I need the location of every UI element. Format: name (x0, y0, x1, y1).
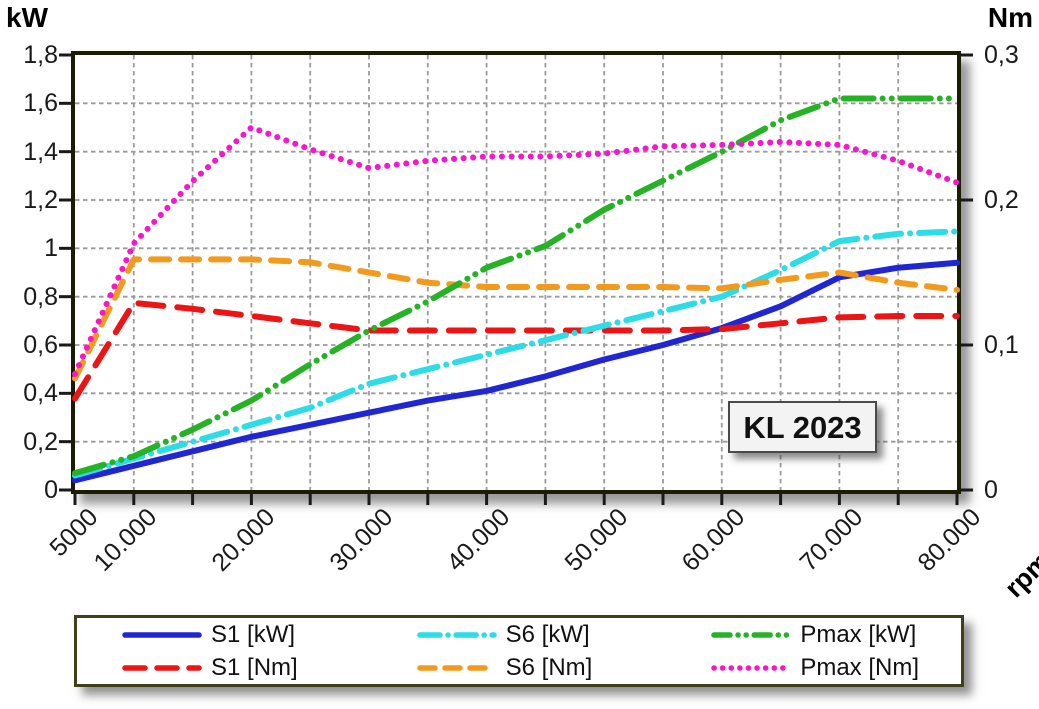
legend-label: S1 [Nm] (211, 653, 298, 681)
legend-line-sample (711, 631, 792, 638)
right-axis-label: 0,3 (984, 41, 1019, 69)
legend-label: S1 [kW] (211, 620, 296, 648)
right-axis-label: 0,1 (984, 331, 1019, 359)
legend: S1 [kW] S1 [Nm] S6 [kW] S6 [Nm] Pmax [kW] Pma… (74, 615, 964, 687)
x-axis-label: 10.000 (88, 503, 163, 577)
left-axis-label: 0 (44, 476, 58, 504)
plot-area: KL 2023 (59, 51, 973, 505)
x-axis-label: 70.000 (794, 503, 869, 577)
left-axis-label: 0,6 (23, 331, 58, 359)
left-axis-label: 1 (44, 234, 58, 263)
model-year-badge: KL 2023 (728, 401, 877, 453)
left-axis-label: 0,8 (23, 282, 58, 311)
legend-label: Pmax [Nm] (800, 653, 920, 681)
x-axis-title: rpm (998, 546, 1039, 604)
legend-line-sample (416, 664, 497, 671)
chart-canvas (59, 53, 973, 505)
legend-label: S6 [kW] (505, 620, 590, 648)
left-axis-title: kW (6, 2, 48, 33)
legend-item: S6 [Nm] (372, 654, 667, 682)
legend-line-sample (122, 664, 202, 671)
curve-s6-nm (72, 256, 960, 382)
left-axis-label: 0,4 (23, 379, 58, 408)
x-axis-label: 50.000 (559, 503, 634, 577)
curve-pmax-nm (72, 124, 960, 377)
curve-s6-kw (72, 228, 960, 479)
legend-label: S6 [Nm] (505, 653, 593, 681)
legend-label: Pmax [kW] (800, 620, 917, 648)
x-axis-label: 40.000 (441, 503, 516, 577)
legend-item: Pmax [Nm] (666, 654, 961, 682)
left-axis-label: 1,4 (23, 137, 58, 166)
x-axis-label: 30.000 (323, 503, 398, 577)
curve-pmax-kw (72, 95, 960, 477)
left-axis-label: 1,8 (23, 41, 58, 69)
legend-item: S6 [kW] (372, 621, 667, 649)
curve-s1-nm (72, 299, 960, 402)
legend-item: S1 [Nm] (77, 654, 372, 682)
left-axis-label: 0,2 (23, 427, 58, 456)
legend-item: S1 [kW] (77, 621, 372, 649)
x-axis-label: 20.000 (206, 503, 281, 577)
legend-line-sample (416, 631, 497, 638)
right-axis-title: Nm (987, 2, 1033, 33)
right-axis-label: 0,2 (984, 186, 1019, 214)
legend-item: Pmax [kW] (666, 621, 961, 649)
left-axis-label: 1,6 (23, 89, 58, 118)
legend-line-sample (711, 664, 792, 671)
right-axis-label: 0 (984, 476, 998, 504)
x-axis-label: 60.000 (676, 503, 751, 577)
x-axis-label: 80.000 (911, 503, 986, 577)
legend-line-sample (122, 631, 202, 638)
left-axis-label: 1,2 (23, 186, 58, 214)
curve-s1-kw (72, 259, 960, 484)
